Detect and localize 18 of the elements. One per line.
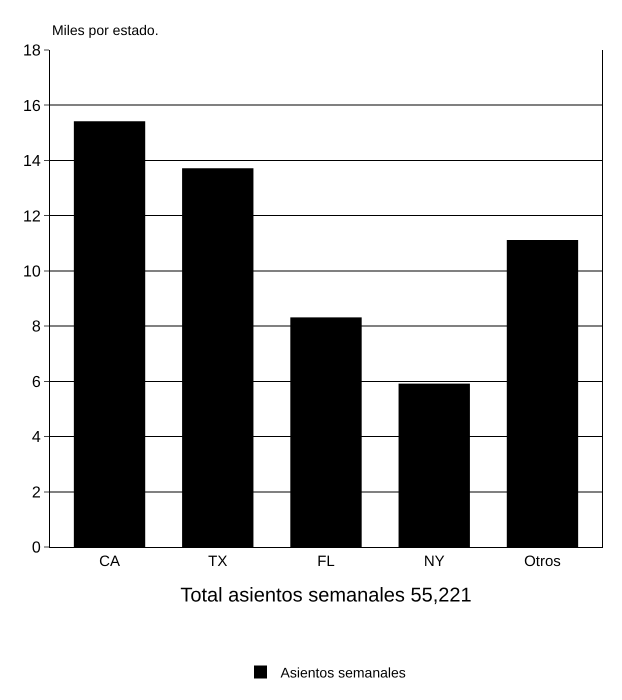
x-tick-label: NY: [424, 553, 445, 570]
y-tick-label: 12: [23, 208, 41, 226]
x-tick-label: FL: [317, 553, 335, 570]
x-tick-label: Otros: [524, 553, 561, 570]
y-axis-title: Miles por estado.: [52, 22, 159, 38]
y-tick-label: 2: [32, 484, 41, 502]
y-tick-label: 6: [32, 374, 41, 391]
y-tick-label: 10: [23, 263, 41, 280]
x-axis-title: Total asientos semanales 55,221: [180, 584, 472, 606]
y-tick-label: 4: [32, 429, 41, 446]
y-tick-label: 8: [32, 318, 41, 336]
x-tick-label: CA: [99, 553, 120, 570]
legend-label: Asientos semanales: [280, 664, 406, 680]
y-tick-label: 16: [23, 98, 41, 115]
y-tick-label: 18: [23, 42, 41, 60]
x-tick-label: TX: [208, 553, 228, 570]
y-tick-label: 14: [23, 153, 41, 170]
y-tick-label: 0: [32, 540, 41, 557]
